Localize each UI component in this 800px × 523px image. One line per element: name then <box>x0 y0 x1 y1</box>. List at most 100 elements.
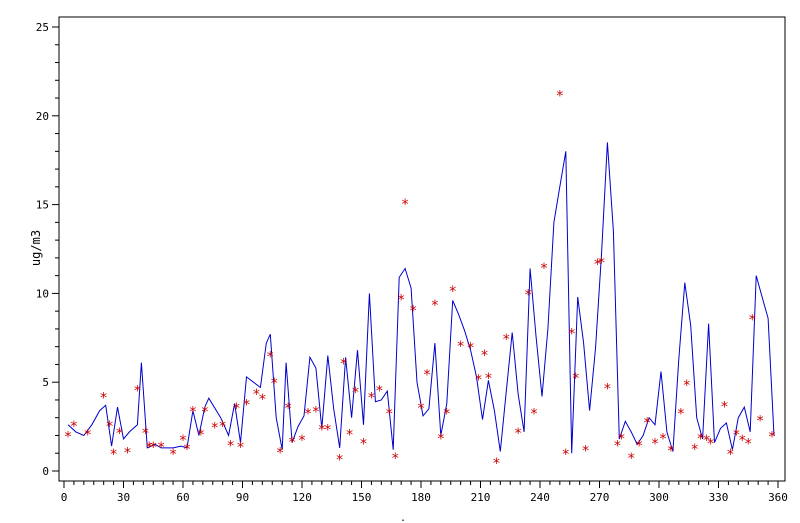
scatter-point: * <box>449 284 456 300</box>
scatter-point: * <box>352 385 359 401</box>
scatter-point: * <box>277 445 284 461</box>
scatter-point: * <box>697 431 704 447</box>
scatter-point: * <box>70 419 77 435</box>
scatter-point: * <box>644 415 651 431</box>
plot-frame <box>58 16 786 482</box>
x-tick-label: 0 <box>61 491 68 504</box>
scatter-point: * <box>170 447 177 463</box>
scatter-point: * <box>757 413 764 429</box>
scatter-point: * <box>318 422 325 438</box>
scatter-point: * <box>134 383 141 399</box>
scatter-point: * <box>423 367 430 383</box>
x-tick-label: 360 <box>768 491 788 504</box>
x-tick-label: 180 <box>411 491 431 504</box>
scatter-point: * <box>594 257 601 273</box>
scatter-point: * <box>150 440 157 456</box>
scatter-point: * <box>437 431 444 447</box>
scatter-point: * <box>745 437 752 453</box>
scatter-point: * <box>237 440 244 456</box>
scatter-point: * <box>410 303 417 319</box>
scatter-point: * <box>515 426 522 442</box>
scatter-point: * <box>431 298 438 314</box>
scatter-point: * <box>259 392 266 408</box>
scatter-point: * <box>402 197 409 213</box>
scatter-point: * <box>340 357 347 373</box>
scatter-point: * <box>618 431 625 447</box>
scatter-point: * <box>376 383 383 399</box>
scatter-point: * <box>525 287 532 303</box>
scatter-point: * <box>219 419 226 435</box>
scatter-point: * <box>707 437 714 453</box>
scatter-point: * <box>636 438 643 454</box>
x-tick-label: 150 <box>352 491 372 504</box>
scatter-point: * <box>683 378 690 394</box>
scatter-point: * <box>253 387 260 403</box>
scatter-point: * <box>142 426 149 442</box>
scatter-point: * <box>197 428 204 444</box>
scatter-point: * <box>628 451 635 467</box>
x-tick-label: 90 <box>236 491 249 504</box>
scatter-point: * <box>304 406 311 422</box>
scatter-point: * <box>116 426 123 442</box>
scatter-point: * <box>572 371 579 387</box>
y-tick-label: 10 <box>36 287 49 300</box>
scatter-point: * <box>386 406 393 422</box>
scatter-point: * <box>739 433 746 449</box>
y-tick-label: 15 <box>36 199 49 212</box>
scatter-point: * <box>598 255 605 271</box>
scatter-point: * <box>368 390 375 406</box>
x-tick-label: 330 <box>709 491 729 504</box>
scatter-point: * <box>485 371 492 387</box>
x-tick-label: 60 <box>176 491 189 504</box>
footer-mark: . <box>400 513 406 523</box>
scatter-point: * <box>531 406 538 422</box>
scatter-point: * <box>146 440 153 456</box>
scatter-point: * <box>100 390 107 406</box>
scatter-point: * <box>614 438 621 454</box>
x-tick-label: 120 <box>292 491 312 504</box>
scatter-point: * <box>604 382 611 398</box>
scatter-point: * <box>110 447 117 463</box>
scatter-point: * <box>493 456 500 472</box>
scatter-point: * <box>443 406 450 422</box>
y-tick-label: 20 <box>36 110 49 123</box>
scatter-point: * <box>84 428 91 444</box>
scatter-point: * <box>481 348 488 364</box>
scatter-point: * <box>392 451 399 467</box>
scatter-point: * <box>346 428 353 444</box>
scatter-point: * <box>285 401 292 417</box>
x-tick-label: 300 <box>649 491 669 504</box>
scatter-point: * <box>180 433 187 449</box>
y-tick-label: 25 <box>36 21 49 34</box>
scatter-point: * <box>667 444 674 460</box>
scatter-point: * <box>299 433 306 449</box>
scatter-point: * <box>568 326 575 342</box>
scatter-point: * <box>271 376 278 392</box>
scatter-point: * <box>691 442 698 458</box>
scatter-point: * <box>703 433 710 449</box>
scatter-point: * <box>336 453 343 469</box>
scatter-point: * <box>769 429 776 445</box>
y-axis-label: ug/m3 <box>29 230 43 266</box>
series-layer: * * * * * * * * * * * * * * * * * * * * * * * * * * * * * * * * * * * * * * * *… <box>64 88 775 472</box>
y-axis: 0 5 10 15 20 25 <box>36 21 59 478</box>
scatter-point: * <box>556 88 563 104</box>
scatter-point: * <box>418 401 425 417</box>
series-line <box>67 142 775 454</box>
y-tick-label: 5 <box>42 376 49 389</box>
scatter-point: * <box>201 405 208 421</box>
scatter-point: * <box>652 437 659 453</box>
scatter-point: * <box>243 398 250 414</box>
scatter-point: * <box>324 422 331 438</box>
scatter-point: * <box>360 437 367 453</box>
x-axis: 0 30 60 90 120 150 180 210 240 270 300 330 360 <box>61 481 788 504</box>
scatter-point: * <box>64 429 71 445</box>
scatter-point: * <box>503 332 510 348</box>
scatter-point: * <box>659 431 666 447</box>
scatter-point: * <box>733 428 740 444</box>
scatter-point: * <box>540 261 547 277</box>
scatter-point: * <box>158 440 165 456</box>
scatter-point: * <box>124 445 131 461</box>
scatter-point: * <box>582 444 589 460</box>
scatter-point: * <box>467 341 474 357</box>
